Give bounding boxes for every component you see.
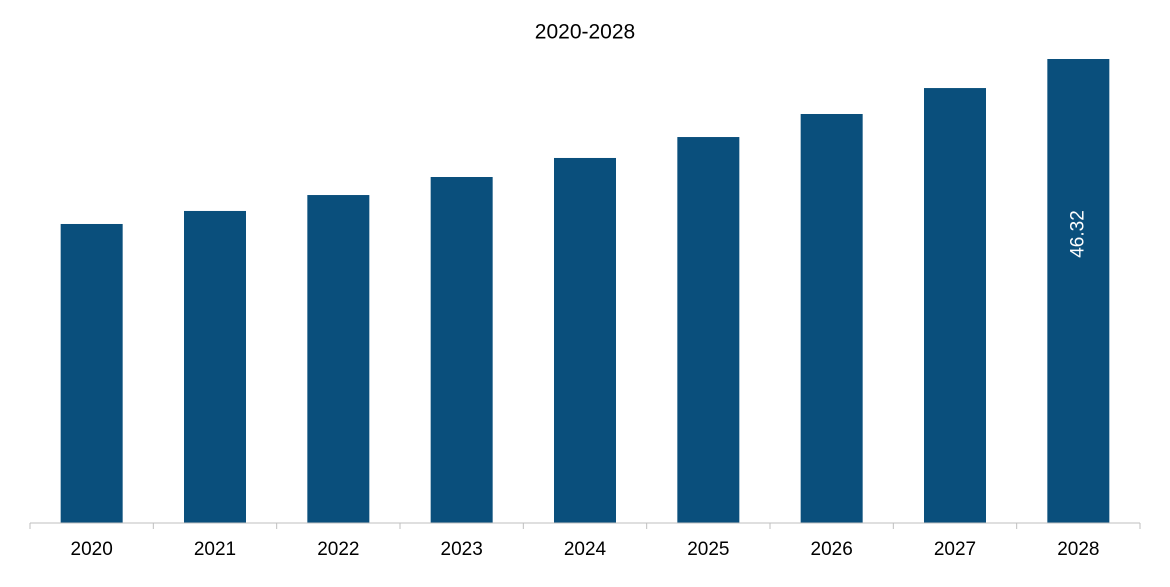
- bar: [677, 137, 740, 523]
- bar: [184, 210, 246, 523]
- x-tick-label: 2025: [687, 539, 729, 560]
- x-tick-label: 2027: [934, 539, 976, 560]
- x-tick-label: 2022: [317, 539, 359, 560]
- bar: [430, 177, 493, 523]
- bar: [924, 88, 986, 524]
- x-tick-label: 2023: [441, 539, 483, 560]
- x-tick-label: 2026: [811, 539, 853, 560]
- bar: [1047, 59, 1110, 523]
- chart-title: 2020-2028: [535, 21, 635, 44]
- x-tick-label: 2021: [194, 539, 236, 560]
- x-tick-label: 2028: [1057, 539, 1099, 560]
- bar: [800, 113, 863, 524]
- bar: [60, 223, 123, 524]
- value-label: 46.32: [1067, 210, 1088, 258]
- bar: [307, 195, 370, 523]
- x-tick-label: 2024: [564, 539, 607, 560]
- x-tick-label: 2020: [71, 539, 113, 560]
- bar: [554, 157, 616, 523]
